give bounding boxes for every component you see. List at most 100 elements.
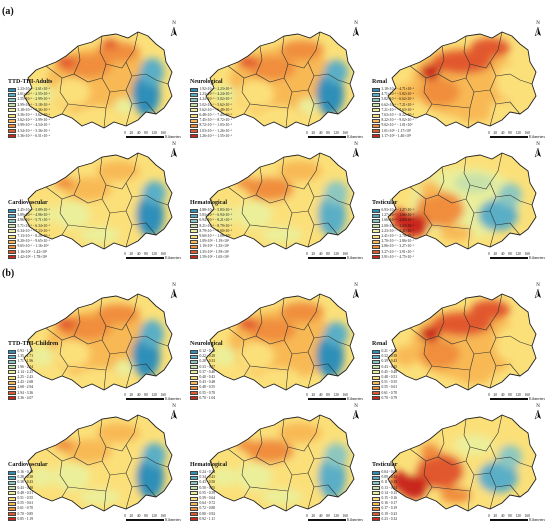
scale-ticks: 0 20 40 80 120 160 (306, 514, 348, 519)
scale-bar-graphic (490, 136, 528, 138)
prefecture-boundary (131, 363, 157, 377)
scale-tick-label: 0 (124, 131, 126, 135)
legend-label: 2.55×10⁻¹ - 2.99×10⁻¹ (17, 97, 51, 102)
legend-label: 1.92×10⁻² - 2.23×10⁻² (199, 87, 233, 92)
scale-tick-label: 0 (124, 252, 126, 256)
legend-swatch (372, 480, 380, 485)
legend-item: 0.09 - 0.11 (372, 475, 432, 480)
value-region (470, 300, 510, 320)
legend-label: 5.62×10⁻² - 6.48×10⁻² (199, 107, 233, 112)
value-region (420, 340, 460, 368)
value-region (394, 346, 418, 366)
scale-ticks: 0 20 40 80 120 160 (488, 393, 530, 398)
legend-item: 0.72 - 0.80 (190, 506, 250, 511)
legend-swatch (372, 370, 380, 375)
legend-swatch (190, 218, 198, 223)
legend-swatch (190, 385, 198, 390)
north-arrow-icon (534, 148, 541, 158)
north-arrow-icon (352, 289, 359, 299)
value-region (440, 225, 472, 241)
legend-swatch (190, 208, 198, 213)
scale-tick-label: 40 (500, 252, 505, 256)
map-panel: Cardiovascular 0.16 - 0.28 0.28 - 0.38 0.38… (6, 404, 186, 527)
legend-label: 4.71×10⁻¹ - 5.82×10⁻¹ (381, 92, 415, 97)
legend-label: 9.60×10⁻¹ - 1.09×10⁰ (199, 234, 231, 239)
legend-item: 0.43 - 0.48 (8, 486, 68, 491)
value-region (420, 443, 440, 459)
scale-tick-label: 40 (136, 131, 141, 135)
scale-ticks: 0 20 40 80 120 160 (124, 393, 166, 398)
value-region (246, 177, 294, 201)
legend-swatch (190, 517, 198, 522)
legend-label: 0.33 - 0.37 (199, 364, 216, 369)
value-region (30, 205, 54, 225)
legend-item: 1.17×10⁰ - 1.40×10⁰ (372, 134, 432, 139)
prefecture-boundary (255, 428, 263, 458)
legend-label: 0.43 - 0.50 (199, 480, 216, 485)
legend-swatch (190, 123, 198, 128)
value-region (456, 368, 492, 384)
value-region (394, 84, 418, 104)
legend-label: 0.93 - 1.35 (17, 349, 34, 354)
north-arrow: N (533, 404, 543, 420)
north-arrow: N (169, 21, 179, 37)
scale-unit: Kilometers (165, 135, 181, 139)
legend-item: 0.24 - 0.34 (190, 470, 250, 475)
section-label: (b) (2, 268, 15, 279)
legend-swatch (190, 491, 198, 496)
prefecture-boundary (469, 182, 491, 190)
legend-swatch (8, 218, 16, 223)
prefecture-boundary (431, 486, 471, 492)
surface-layer (206, 415, 354, 511)
legend-swatch (372, 103, 380, 108)
prefecture-boundary (495, 101, 521, 115)
legend-label: 0.19 - 0.23 (381, 511, 398, 516)
legend-item: 1.01×10⁰ - 1.17×10⁰ (372, 129, 432, 134)
legend-label: 3.36×10⁻¹ - 3.62×10⁻¹ (17, 113, 51, 118)
province-boundary (23, 152, 173, 250)
panel-title: Neurological (190, 79, 223, 85)
province-boundary (387, 152, 537, 250)
scale-tick-label: 40 (136, 393, 141, 397)
prefecture-boundary (473, 472, 491, 476)
choropleth-map (23, 31, 173, 129)
legend-item: 1.42×10⁰ - 1.78×10⁰ (8, 255, 68, 260)
scale-ticks: 0 20 40 80 120 160 (488, 514, 530, 519)
legend-item: 0.55 - 0.59 (190, 491, 250, 496)
prefecture-boundary (423, 460, 433, 498)
legend-label: 0.55 - 0.61 (17, 501, 34, 506)
scale-tick-label: 40 (500, 514, 505, 518)
prefecture-boundary (59, 198, 69, 236)
scale-tick-label: 40 (318, 252, 323, 256)
legend-item: 0.50 - 0.55 (190, 486, 250, 491)
legend-item: 2.61×10⁻¹ - 2.55×10⁻¹ (8, 92, 68, 97)
prefecture-boundary (437, 166, 445, 196)
legend-label: 0.13 - 0.14 (381, 485, 398, 490)
legend-swatch (190, 480, 198, 485)
scale-bar-graphic (126, 398, 164, 400)
scale-tick-label: 80 (326, 514, 330, 518)
legend-label: 0.45 - 0.48 (381, 369, 398, 374)
scale-tick-label: 0 (306, 252, 308, 256)
scale-tick-label: 160 (160, 131, 166, 135)
legend-item: 2.86×10⁻² - 3.27×10⁻² (372, 244, 432, 249)
legend-swatch (372, 118, 380, 123)
legend-label: 2.99×10⁻¹ - 3.18×10⁻¹ (17, 102, 51, 107)
value-region (236, 463, 272, 491)
legend-swatch (190, 255, 198, 260)
prefecture-boundary (495, 73, 533, 85)
legend-item: 0.33 - 0.37 (190, 365, 250, 370)
scale-tick-label: 40 (318, 393, 323, 397)
choropleth-map (387, 293, 537, 391)
legend-label: 5.71×10⁻¹ - 6.34×10⁻¹ (17, 223, 51, 228)
prefecture-boundary (291, 351, 309, 355)
north-label: N (172, 404, 176, 409)
legend-swatch (372, 224, 380, 229)
prefecture-boundary (241, 198, 251, 236)
province-boundary (387, 31, 537, 129)
scale-tick-label: 160 (342, 514, 348, 518)
legend-label: 4.54×10⁻¹ - 5.36×10⁻¹ (17, 128, 51, 133)
prefecture-boundary (495, 484, 521, 498)
scale-bar-graphic (126, 136, 164, 138)
legend-item: 1.35×10⁰ - 1.59×10⁰ (190, 250, 250, 255)
